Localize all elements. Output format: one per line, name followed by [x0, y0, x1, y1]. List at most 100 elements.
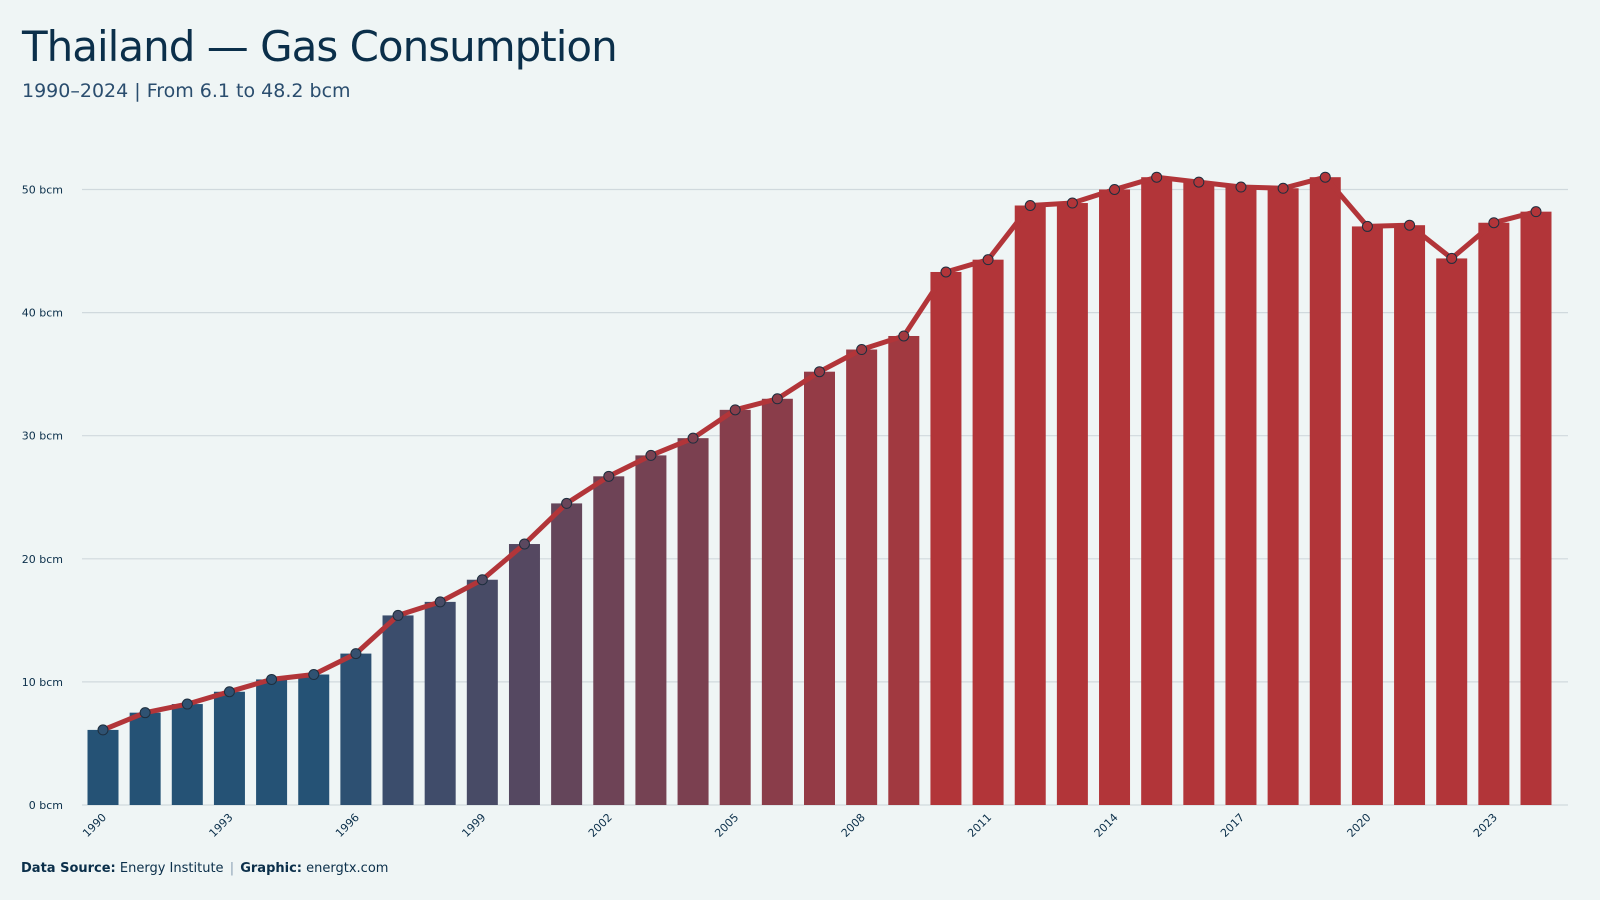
point-1992	[181, 698, 193, 710]
footer-separator: |	[229, 861, 235, 876]
bar-1999	[466, 579, 498, 805]
y-tick-label: 10 bcm	[22, 676, 63, 689]
source-value: Energy Institute	[119, 861, 224, 876]
bars	[87, 177, 1552, 806]
point-2024	[1530, 206, 1542, 218]
bar-1992	[171, 704, 203, 805]
bar-2018	[1267, 188, 1299, 806]
bar-2007	[804, 371, 835, 805]
bar-2012	[1014, 205, 1046, 806]
point-2012	[1024, 200, 1036, 212]
bar-2011	[972, 259, 1004, 805]
point-2020	[1361, 220, 1373, 232]
point-2021	[1404, 219, 1416, 231]
point-2019	[1319, 171, 1331, 183]
y-axis: 0 bcm 10 bcm 20 bcm 30 bcm 40 bcm 50 bcm	[22, 184, 63, 813]
point-2013	[1066, 197, 1078, 209]
x-tick-label: 1999	[459, 811, 488, 840]
bar-1991	[129, 712, 161, 805]
bar-2017	[1225, 187, 1257, 806]
x-tick-label: 1996	[333, 811, 362, 840]
bar-2024	[1520, 211, 1552, 805]
bar-2015	[1141, 177, 1173, 805]
point-2010	[940, 266, 952, 278]
x-tick-label: 2005	[712, 811, 741, 840]
x-tick-label: 1990	[80, 811, 109, 840]
bar-1993	[213, 691, 245, 805]
bar-2021	[1394, 225, 1426, 806]
bar-1996	[340, 653, 372, 805]
point-2022	[1446, 252, 1458, 264]
point-1993	[223, 686, 235, 698]
bar-2002	[593, 476, 625, 805]
chart-footer: Data Source: Energy Institute | Graphic:…	[21, 861, 388, 876]
y-tick-label: 0 bcm	[29, 799, 63, 812]
chart-title: Thailand — Gas Consumption	[22, 22, 618, 71]
bar-1990	[87, 729, 119, 805]
point-2009	[898, 330, 910, 342]
graphic-value: energtx.com	[306, 861, 389, 876]
x-tick-label: 2014	[1092, 811, 1121, 840]
graphic-label: Graphic:	[240, 861, 302, 876]
bar-2020	[1351, 226, 1383, 805]
y-tick-label: 50 bcm	[22, 184, 63, 197]
bar-2022	[1436, 258, 1468, 805]
point-1990	[97, 724, 109, 736]
source-label: Data Source:	[21, 861, 116, 876]
line-markers	[97, 171, 1542, 736]
x-tick-label: 1993	[207, 811, 236, 840]
bar-2005	[719, 409, 751, 805]
point-2018	[1277, 182, 1289, 194]
bar-2019	[1309, 177, 1341, 805]
point-1997	[392, 609, 404, 621]
bar-2004	[677, 438, 709, 805]
bar-1998	[424, 601, 456, 805]
bar-2013	[1056, 203, 1088, 805]
x-tick-label: 2023	[1471, 811, 1500, 840]
bar-2014	[1099, 189, 1131, 805]
point-2011	[982, 254, 994, 266]
x-tick-label: 2020	[1345, 811, 1374, 840]
point-2014	[1109, 184, 1121, 195]
bar-2003	[635, 455, 667, 805]
x-tick-label: 2017	[1218, 811, 1247, 840]
bar-2023	[1478, 222, 1510, 805]
bar-2008	[846, 349, 878, 805]
point-1996	[350, 648, 362, 660]
point-2006	[771, 393, 783, 405]
point-2003	[645, 449, 657, 461]
x-axis: 1990 1993 1996 1999 2002 2005 2008 2011 2014 2017…	[80, 811, 1500, 840]
point-2000	[518, 538, 530, 550]
bar-2010	[930, 271, 962, 805]
x-tick-label: 2011	[965, 811, 994, 840]
point-2001	[561, 497, 573, 509]
bar-1995	[298, 674, 330, 805]
point-2008	[856, 344, 868, 356]
point-1991	[139, 707, 151, 719]
y-tick-label: 30 bcm	[22, 430, 63, 443]
bar-2000	[508, 544, 540, 805]
point-1995	[308, 669, 320, 681]
point-2002	[603, 470, 615, 482]
point-2016	[1193, 176, 1205, 188]
point-2023	[1488, 217, 1500, 229]
point-2005	[729, 404, 741, 416]
bar-2016	[1183, 182, 1215, 805]
x-tick-label: 2002	[586, 811, 615, 840]
point-2015	[1151, 171, 1163, 183]
point-1998	[434, 596, 446, 608]
point-1999	[476, 574, 488, 586]
bar-1997	[382, 615, 414, 805]
bar-2006	[761, 398, 793, 805]
y-tick-label: 40 bcm	[22, 307, 63, 320]
point-2017	[1235, 181, 1247, 193]
point-2004	[687, 432, 699, 444]
point-1994	[266, 673, 278, 685]
chart-subtitle: 1990–2024 | From 6.1 to 48.2 bcm	[22, 80, 351, 102]
bar-1994	[256, 679, 288, 805]
bar-2001	[551, 503, 583, 805]
y-tick-label: 20 bcm	[22, 553, 63, 566]
point-2007	[814, 366, 825, 378]
x-tick-label: 2008	[839, 811, 868, 840]
